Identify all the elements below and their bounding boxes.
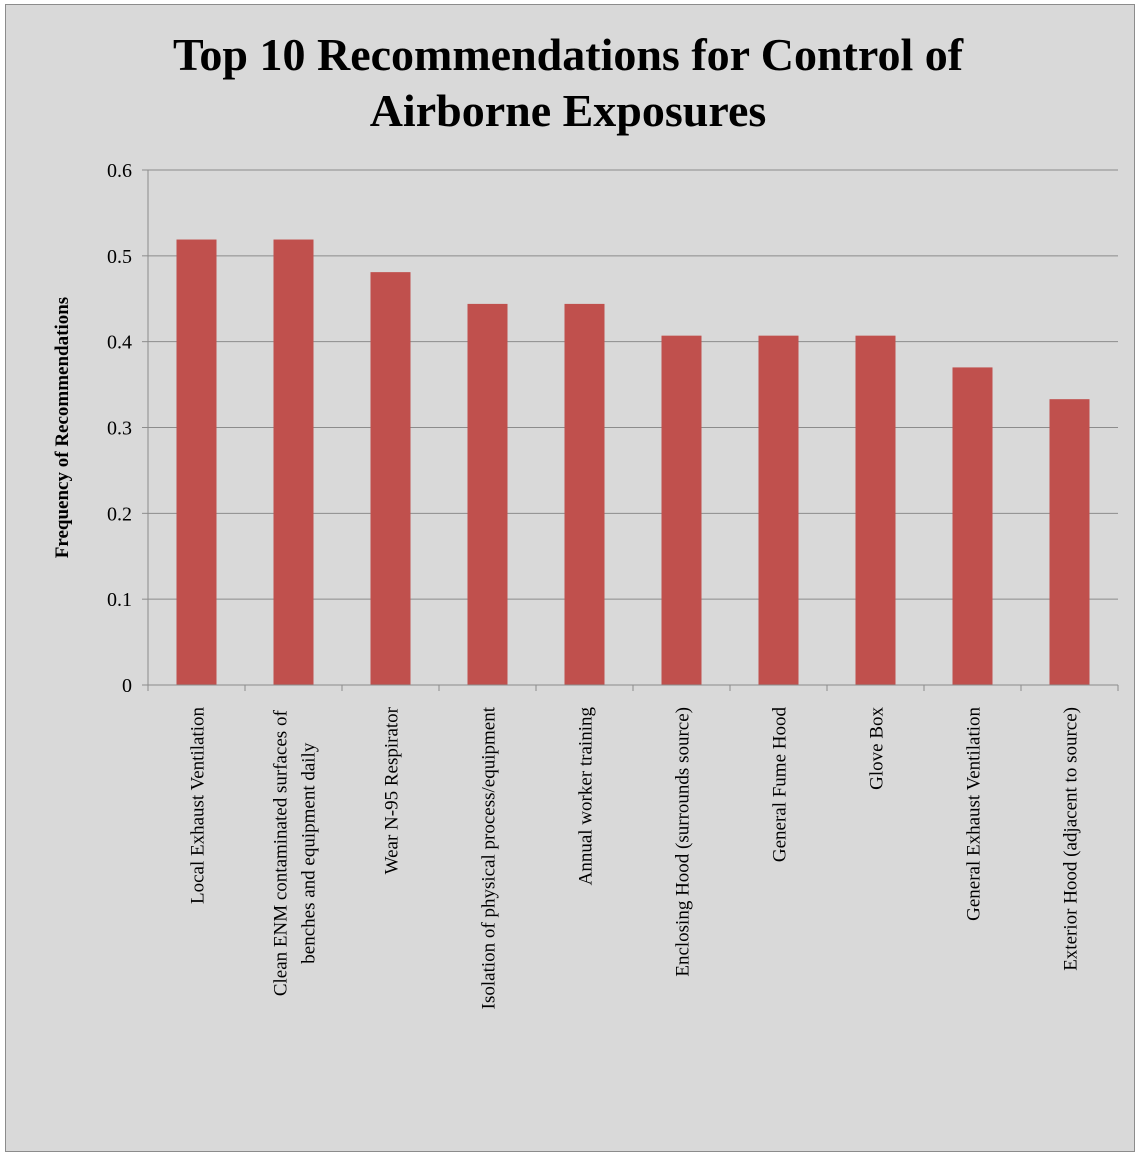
x-category-labels: Local Exhaust Ventilation Clean ENM conta… bbox=[188, 706, 1082, 1009]
x-category-label: Enclosing Hood (surrounds source) bbox=[673, 707, 694, 977]
bar bbox=[273, 239, 314, 685]
y-tick-label: 0.3 bbox=[107, 418, 132, 440]
bar bbox=[661, 335, 702, 685]
chart-title-line: Airborne Exposures bbox=[370, 85, 767, 136]
x-category-label: Wear N-95 Respirator bbox=[382, 706, 403, 874]
x-category-label: General Exhaust Ventilation bbox=[964, 707, 985, 921]
bar bbox=[952, 367, 993, 685]
y-tick-label: 0.4 bbox=[107, 332, 132, 354]
x-category-label-line: Clean ENM contaminated surfaces of bbox=[271, 710, 292, 997]
x-category-label-line: benches and equipment daily bbox=[299, 742, 320, 964]
y-axis-label: Frequency of Recommendations bbox=[52, 297, 73, 558]
bar bbox=[1049, 399, 1090, 685]
x-category-label: Clean ENM contaminated surfaces of benche… bbox=[271, 710, 320, 997]
y-tick-label: 0.2 bbox=[107, 503, 132, 525]
x-category-label-line: Wear N-95 Respirator bbox=[382, 706, 403, 874]
x-category-label: Exterior Hood (adjacent to source) bbox=[1061, 707, 1082, 971]
bar bbox=[758, 335, 799, 685]
x-category-label-line: Exterior Hood (adjacent to source) bbox=[1061, 707, 1082, 971]
x-category-label: Local Exhaust Ventilation bbox=[188, 707, 209, 904]
x-category-label: Glove Box bbox=[867, 707, 888, 790]
x-category-label-line: General Fume Hood bbox=[770, 707, 791, 863]
axes bbox=[142, 169, 1119, 691]
bar bbox=[176, 239, 217, 685]
y-tick-label: 0.6 bbox=[107, 160, 132, 182]
bar bbox=[370, 272, 411, 685]
bars bbox=[176, 239, 1090, 685]
chart-title: Top 10 Recommendations for Control ofAir… bbox=[173, 29, 964, 136]
x-category-label-line: Isolation of physical process/equipment bbox=[479, 706, 500, 1009]
y-tick-label: 0 bbox=[122, 675, 132, 697]
bar bbox=[467, 303, 508, 685]
x-category-label: General Fume Hood bbox=[770, 707, 791, 863]
x-category-label-line: Annual worker training bbox=[576, 707, 597, 886]
x-category-label-line: Enclosing Hood (surrounds source) bbox=[673, 707, 694, 977]
chart-title-line: Top 10 Recommendations for Control of bbox=[173, 29, 964, 80]
x-category-label-line: Local Exhaust Ventilation bbox=[188, 707, 209, 904]
y-tick-label: 0.1 bbox=[107, 589, 132, 611]
x-category-label: Isolation of physical process/equipment bbox=[479, 706, 500, 1009]
x-category-label-line: General Exhaust Ventilation bbox=[964, 707, 985, 921]
y-tick-label: 0.5 bbox=[107, 246, 132, 268]
y-tick-labels: 0 0.1 0.2 0.3 0.4 0.5 0.6 bbox=[107, 160, 132, 697]
x-category-label: Annual worker training bbox=[576, 707, 597, 886]
bar bbox=[564, 303, 605, 685]
bar bbox=[855, 335, 896, 685]
x-category-label-line: Glove Box bbox=[867, 707, 888, 790]
